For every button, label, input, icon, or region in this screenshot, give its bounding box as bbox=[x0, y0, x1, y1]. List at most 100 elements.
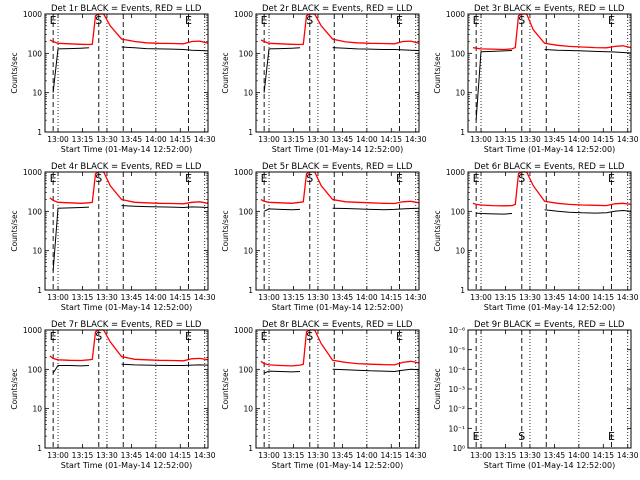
y-tick-label: 1 bbox=[460, 128, 465, 137]
x-tick-label: 13:45 bbox=[332, 451, 354, 460]
y-axis-label: Counts/sec bbox=[10, 368, 19, 409]
plot-frame bbox=[467, 171, 632, 291]
x-axis-label: Start Time (01-May-14 12:52:00) bbox=[61, 145, 192, 154]
panel-title: Det 1r BLACK = Events, RED = LLD bbox=[51, 4, 202, 14]
x-tick-label: 13:00 bbox=[47, 293, 69, 302]
x-tick-label: 14:00 bbox=[145, 451, 167, 460]
marker-label: E bbox=[396, 330, 403, 343]
x-tick-label: 14:00 bbox=[356, 293, 378, 302]
series-lld bbox=[49, 13, 209, 46]
x-tick-label: 13:00 bbox=[470, 135, 492, 144]
y-axis-label: Counts/sec bbox=[221, 210, 230, 251]
x-tick-label: 13:00 bbox=[470, 293, 492, 302]
series-lld bbox=[49, 329, 209, 362]
panel-title: Det 2r BLACK = Events, RED = LLD bbox=[262, 4, 413, 14]
plot-frame bbox=[255, 329, 420, 449]
y-tick-label: 100 bbox=[28, 365, 43, 374]
x-tick-label: 13:00 bbox=[470, 451, 492, 460]
x-tick-label: 14:00 bbox=[145, 135, 167, 144]
x-tick-label: 14:30 bbox=[194, 451, 216, 460]
marker-label: E bbox=[473, 430, 480, 443]
x-tick-label: 13:30 bbox=[307, 135, 329, 144]
series-lld bbox=[472, 13, 632, 51]
y-tick-label: 1 bbox=[248, 444, 253, 453]
series-events bbox=[263, 368, 420, 374]
y-tick-label: 1000 bbox=[446, 10, 465, 19]
marker-label: E bbox=[261, 330, 268, 343]
marker-label: E bbox=[261, 172, 268, 185]
series-events bbox=[52, 205, 209, 272]
x-tick-label: 13:30 bbox=[96, 451, 118, 460]
panel-title: Det 3r BLACK = Events, RED = LLD bbox=[474, 4, 625, 14]
y-tick-label: 10 bbox=[243, 89, 253, 98]
x-tick-label: 13:45 bbox=[332, 293, 354, 302]
y-tick-label: 10 bbox=[32, 89, 42, 98]
y-tick-label: 10 bbox=[32, 405, 42, 414]
y-tick-label: 1 bbox=[460, 286, 465, 295]
y-tick-label: 100 bbox=[239, 365, 254, 374]
y-tick-label: 1 bbox=[37, 444, 42, 453]
x-tick-label: 14:15 bbox=[592, 293, 614, 302]
x-tick-label: 13:45 bbox=[544, 451, 566, 460]
marker-label: S bbox=[95, 172, 102, 185]
x-axis-label: Start Time (01-May-14 12:52:00) bbox=[272, 461, 403, 470]
y-tick-label: 1 bbox=[37, 128, 42, 137]
x-axis-label: Start Time (01-May-14 12:52:00) bbox=[484, 145, 615, 154]
x-axis-label: Start Time (01-May-14 12:52:00) bbox=[61, 461, 192, 470]
y-tick-label: 1000 bbox=[23, 326, 42, 335]
series-lld bbox=[49, 171, 209, 205]
x-tick-label: 13:15 bbox=[283, 135, 305, 144]
marker-label: E bbox=[473, 172, 480, 185]
marker-label: S bbox=[518, 14, 525, 27]
y-tick-label: 10⁻³ bbox=[448, 385, 465, 394]
x-tick-label: 13:30 bbox=[519, 451, 541, 460]
x-tick-label: 14:00 bbox=[568, 135, 590, 144]
y-tick-label: 1000 bbox=[23, 10, 42, 19]
series-events bbox=[263, 47, 420, 93]
panel-title: Det 5r BLACK = Events, RED = LLD bbox=[262, 162, 413, 172]
x-axis-label: Start Time (01-May-14 12:52:00) bbox=[61, 303, 192, 312]
plot-frame bbox=[255, 171, 420, 291]
y-tick-label: 10⁻⁴ bbox=[448, 365, 465, 374]
panel-det-9: Det 9r BLACK = Events, RED = LLD E S E 10⁰ 10… bbox=[433, 320, 639, 470]
panel-title: Det 8r BLACK = Events, RED = LLD bbox=[262, 320, 413, 330]
marker-label: S bbox=[306, 172, 313, 185]
x-tick-label: 14:30 bbox=[617, 293, 639, 302]
marker-label: E bbox=[396, 172, 403, 185]
x-tick-label: 13:15 bbox=[495, 293, 517, 302]
marker-label: E bbox=[261, 14, 268, 27]
x-tick-label: 14:30 bbox=[405, 293, 427, 302]
x-tick-label: 14:00 bbox=[568, 293, 590, 302]
series-events bbox=[263, 207, 420, 212]
y-tick-label: 1000 bbox=[446, 168, 465, 177]
x-tick-label: 14:00 bbox=[356, 451, 378, 460]
x-tick-label: 13:15 bbox=[495, 451, 517, 460]
x-tick-label: 14:00 bbox=[145, 293, 167, 302]
y-tick-label: 10⁻² bbox=[448, 405, 465, 414]
y-tick-label: 10⁻⁵ bbox=[448, 346, 465, 355]
y-tick-label: 100 bbox=[28, 49, 43, 58]
y-tick-label: 10⁻¹ bbox=[448, 424, 465, 433]
x-tick-label: 13:00 bbox=[258, 451, 280, 460]
y-tick-label: 100 bbox=[451, 207, 466, 216]
x-tick-label: 14:15 bbox=[169, 293, 191, 302]
y-tick-label: 100 bbox=[451, 49, 466, 58]
plot-frame bbox=[44, 329, 209, 449]
x-tick-label: 14:30 bbox=[194, 135, 216, 144]
marker-label: S bbox=[95, 330, 102, 343]
x-tick-label: 13:00 bbox=[258, 293, 280, 302]
x-tick-label: 13:30 bbox=[519, 293, 541, 302]
panel-title: Det 6r BLACK = Events, RED = LLD bbox=[474, 162, 625, 172]
x-tick-label: 13:15 bbox=[72, 293, 94, 302]
marker-label: E bbox=[608, 14, 615, 27]
series-events bbox=[475, 49, 632, 121]
x-tick-label: 13:45 bbox=[121, 293, 143, 302]
marker-label: E bbox=[50, 172, 57, 185]
marker-label: E bbox=[185, 330, 192, 343]
marker-label: E bbox=[185, 172, 192, 185]
